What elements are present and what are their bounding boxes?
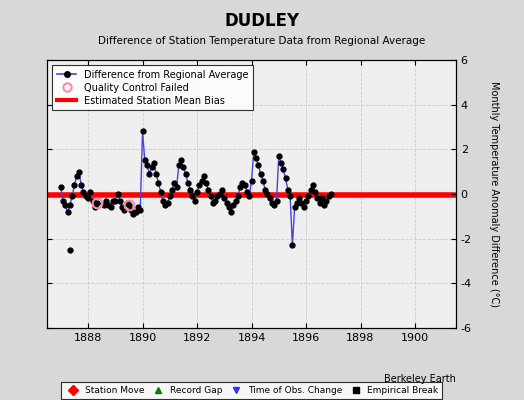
Y-axis label: Monthly Temperature Anomaly Difference (°C): Monthly Temperature Anomaly Difference (… [488,81,498,307]
Text: Berkeley Earth: Berkeley Earth [384,374,456,384]
Text: DUDLEY: DUDLEY [224,12,300,30]
Legend: Station Move, Record Gap, Time of Obs. Change, Empirical Break: Station Move, Record Gap, Time of Obs. C… [61,382,442,398]
Text: Difference of Station Temperature Data from Regional Average: Difference of Station Temperature Data f… [99,36,425,46]
